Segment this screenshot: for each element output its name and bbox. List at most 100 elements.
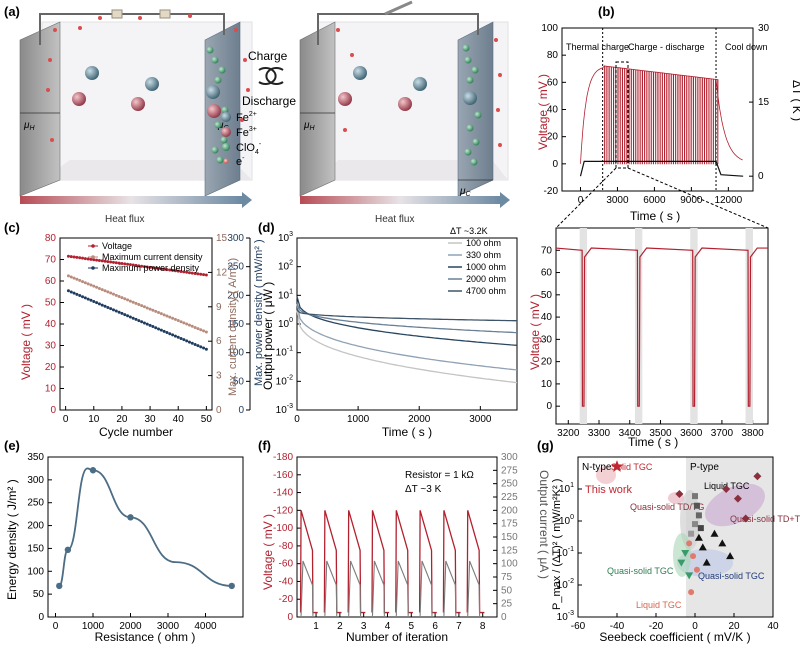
- f-marks: [299, 510, 485, 616]
- c-point: [159, 267, 163, 271]
- c-point: [190, 341, 194, 345]
- c-point: [199, 328, 203, 332]
- c-point: [199, 272, 203, 276]
- b-y2tick-label: 30: [758, 23, 770, 34]
- c-point: [196, 344, 200, 348]
- b-ytick-label: 60: [547, 77, 559, 88]
- d-series-line: [296, 303, 518, 334]
- c-point: [165, 268, 169, 272]
- f-xtick-label: 4: [385, 621, 391, 632]
- f-ticks: 1 2 3 4 5 6 7 8 0 -20 -40 -60 -80 -100 -120 -140 -160 -18…: [261, 452, 551, 644]
- c-point: [173, 317, 177, 321]
- c-point: [109, 260, 113, 264]
- c-point: [154, 326, 158, 330]
- b-inset-ytick-label: 20: [541, 357, 553, 368]
- c-y3tick-label: 300: [227, 233, 244, 244]
- c-point: [165, 314, 169, 318]
- charge-label: Charge: [248, 49, 288, 63]
- g-point-diamond: [741, 514, 750, 523]
- g-label-tdptg: Quasi-solid TD+TG: [730, 514, 800, 524]
- g-xtick-label: -60: [571, 621, 586, 632]
- e-ytick-label: 50: [33, 589, 45, 600]
- e-ytick-label: 250: [27, 498, 44, 509]
- c-xtick-label: 30: [145, 414, 157, 425]
- open-switch: [384, 0, 413, 16]
- c-point: [66, 274, 70, 278]
- c-point: [176, 335, 180, 339]
- g-point-triangle: [710, 529, 719, 537]
- g-xtick-label: 40: [767, 621, 779, 632]
- c-point: [157, 311, 161, 315]
- c-ytick-label: 70: [45, 255, 57, 266]
- c-point: [69, 275, 73, 279]
- c-point: [179, 336, 183, 340]
- f-y2tick-label: 150: [501, 532, 518, 543]
- c-y3tick-label: 200: [227, 290, 244, 301]
- d-marks: 100 ohm 330 ohm 1000 ohm 2000 ohm 4700 ohm: [296, 238, 518, 384]
- b-region-cool: Cool down: [725, 42, 768, 52]
- c-point: [182, 338, 186, 342]
- e-xlabel: Resistance ( ohm ): [95, 630, 196, 644]
- b-ytick-label: -20: [544, 186, 559, 197]
- b-inset-discharge-band: [690, 228, 698, 424]
- d-ytick-label: 10-3: [276, 403, 293, 416]
- g-point-triangle: [698, 543, 707, 551]
- c-y2tick-label: 12: [216, 267, 228, 278]
- c-point: [103, 289, 107, 293]
- e-xtick-label: 3000: [157, 621, 180, 632]
- b-inset-ytick-label: 60: [541, 268, 553, 279]
- e-ytick-label: 200: [27, 521, 44, 532]
- b-inset-xtick-label: 3200: [557, 428, 580, 439]
- f-ytick-label: -40: [279, 576, 294, 587]
- g-xtick-label: -40: [610, 621, 625, 632]
- f-xtick-label: 7: [456, 621, 462, 632]
- f-y2tick-label: 75: [501, 572, 513, 583]
- heat-flux-label-right: Heat flux: [375, 214, 414, 225]
- g-xtick-label: 20: [728, 621, 740, 632]
- e-point: [228, 582, 235, 590]
- c-point: [159, 328, 163, 332]
- d-legend-label: 330 ohm: [466, 250, 501, 260]
- b-inset-discharge-band: [634, 228, 643, 424]
- c-point: [179, 270, 183, 274]
- c-point: [86, 282, 90, 286]
- c-point: [162, 267, 166, 271]
- panel-c-label: (c): [4, 220, 20, 235]
- f-y2tick-label: 100: [501, 559, 518, 570]
- c-point: [123, 313, 127, 317]
- c-point: [171, 268, 175, 272]
- b-region-cycle: Charge - discharge: [628, 42, 705, 52]
- f-y2tick-label: 50: [501, 585, 513, 596]
- g-label-quasi-green: Quasi-solid TGC: [607, 566, 674, 576]
- c-xtick-label: 40: [173, 414, 185, 425]
- c-ytick-label: 10: [45, 384, 57, 395]
- g-label-thiswork: This work: [585, 484, 633, 496]
- c-point: [140, 320, 144, 324]
- f-ytick-label: -20: [279, 594, 294, 605]
- c-point: [187, 323, 191, 327]
- c-point: [75, 277, 79, 281]
- e-plot-frame: [47, 456, 244, 618]
- panel-e-label: (e): [4, 438, 20, 453]
- c-point: [114, 309, 118, 313]
- g-point-triangle-down: [685, 572, 694, 580]
- c-point: [190, 271, 194, 275]
- f-ytick-label: 0: [287, 612, 293, 623]
- c-point: [204, 273, 208, 277]
- c-point: [199, 345, 203, 349]
- b-xtick-label: 0: [578, 195, 584, 206]
- c-y3tick-label: 50: [233, 376, 245, 387]
- c-point: [106, 305, 110, 309]
- g-xlabel: Seebeck coefficient ( mV/K ): [599, 630, 750, 644]
- g-marks: [610, 460, 762, 596]
- b-xlabel: Time ( s ): [630, 209, 680, 223]
- b-inset-xtick-label: 3800: [742, 428, 765, 439]
- c-y3tick-label: 250: [227, 262, 244, 273]
- c-point: [182, 270, 186, 274]
- c-point: [86, 297, 90, 301]
- c-point: [154, 309, 158, 313]
- b-inset-xtick-label: 3700: [711, 428, 734, 439]
- cell-charged: μH μC: [19, 9, 253, 197]
- c-point: [100, 259, 104, 263]
- panel-d-chart: ΔT ~3.2K 0 1000 2000 3000 10-3 10-2 10-1 100 101…: [261, 226, 518, 439]
